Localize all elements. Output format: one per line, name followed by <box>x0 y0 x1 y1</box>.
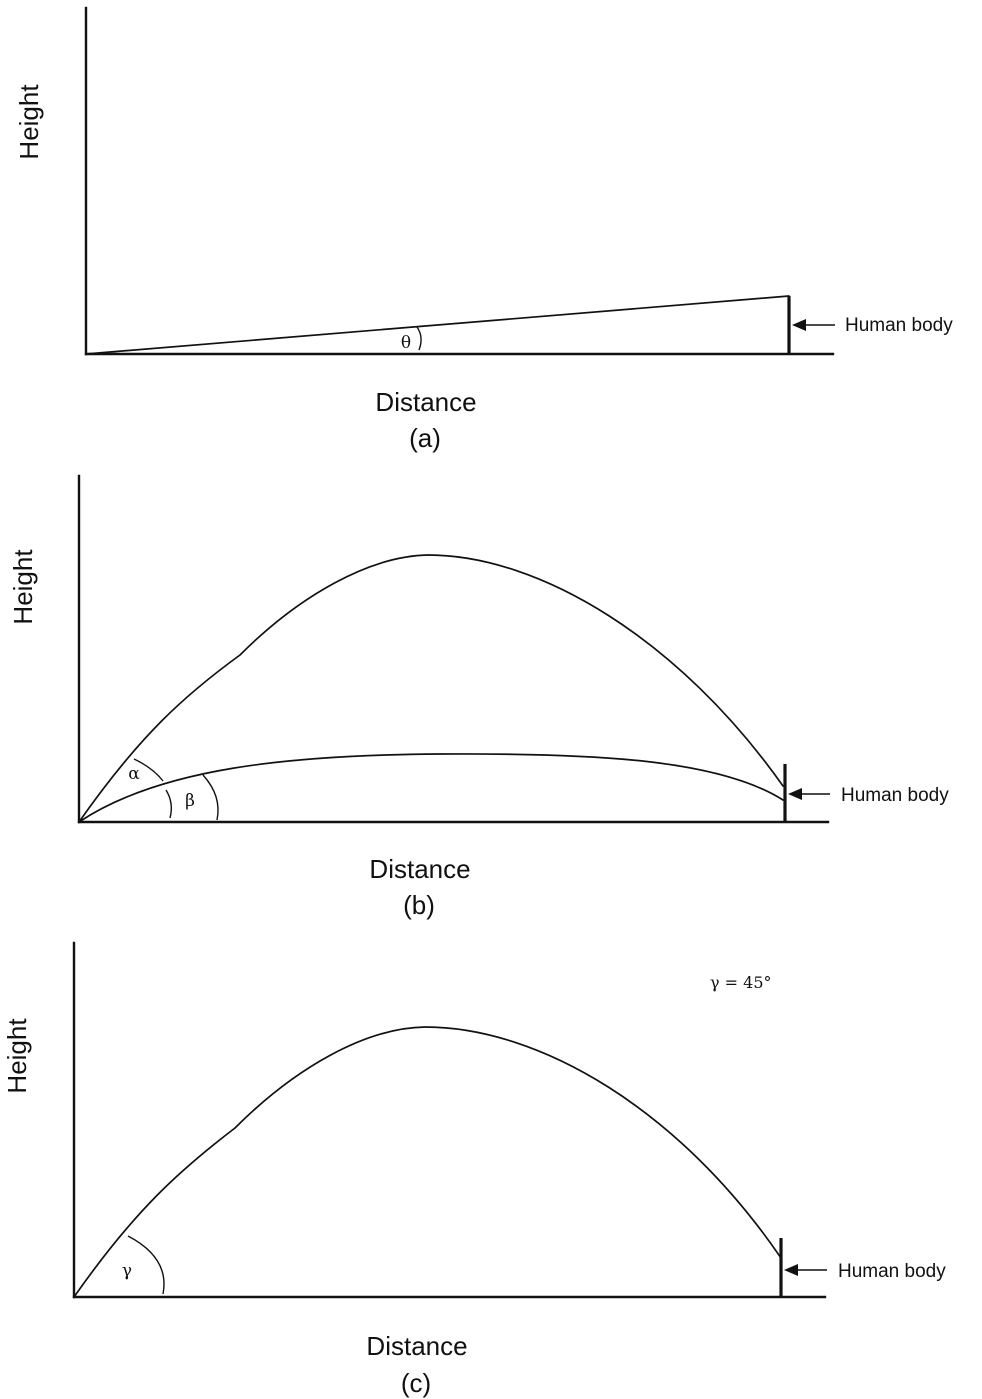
panel-b-human-body-label: Human body <box>841 785 949 806</box>
panel-b-alpha-symbol: α <box>128 764 140 784</box>
panel-c-human-body-label: Human body <box>838 1261 946 1282</box>
panel-b-beta-symbol: β <box>185 791 195 811</box>
panel-a-caption: (a) <box>409 423 441 453</box>
panel-a-theta-symbol: θ <box>401 333 411 353</box>
panel-a-arrow-head <box>792 319 806 331</box>
panel-b-caption: (b) <box>403 890 435 920</box>
panel-a: Height θ Human body Distance (a) <box>14 6 953 453</box>
panel-b-alpha-arc <box>133 758 164 782</box>
panel-b-beta-arc-outer <box>202 774 219 821</box>
panel-b-beta-arc-inner <box>165 789 173 819</box>
panel-c-gamma-arc <box>127 1235 165 1295</box>
panel-c-caption: (c) <box>401 1368 431 1398</box>
panel-c-y-axis-label: Height <box>2 1018 32 1094</box>
panel-a-trajectory-line <box>85 295 790 355</box>
panel-b-low-trajectory <box>78 753 784 823</box>
panel-a-human-body-label: Human body <box>845 315 953 336</box>
panel-b-y-axis-label: Height <box>8 549 38 625</box>
panel-b: Height α β Human body Distance (b) <box>8 474 949 920</box>
panel-c-arrow-head <box>784 1264 798 1276</box>
panel-a-x-axis-label: Distance <box>375 387 476 417</box>
panel-c-x-axis-label: Distance <box>366 1331 467 1361</box>
panel-a-y-axis-label: Height <box>14 84 44 160</box>
panel-c-angle-note: γ = 45° <box>710 973 772 992</box>
panel-c-gamma-symbol: γ <box>122 1261 132 1281</box>
panel-c-trajectory <box>73 1026 782 1298</box>
panel-c: Height γ γ = 45° Human body Distance (c) <box>2 941 946 1398</box>
panel-b-high-trajectory <box>78 554 784 823</box>
panel-b-arrow-head <box>788 788 802 800</box>
panel-a-theta-arc <box>416 326 422 351</box>
panel-b-x-axis-label: Distance <box>369 854 470 884</box>
